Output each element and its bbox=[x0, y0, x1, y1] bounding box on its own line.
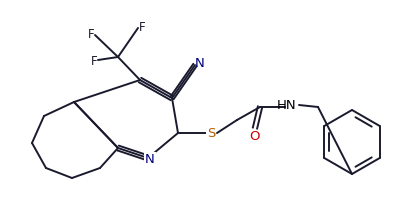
Text: F: F bbox=[88, 28, 94, 40]
Text: O: O bbox=[249, 130, 259, 143]
Text: F: F bbox=[91, 55, 97, 68]
Text: N: N bbox=[145, 152, 155, 165]
Text: S: S bbox=[207, 126, 215, 139]
Text: F: F bbox=[139, 20, 145, 33]
Text: HN: HN bbox=[277, 99, 297, 112]
Text: N: N bbox=[195, 57, 205, 70]
